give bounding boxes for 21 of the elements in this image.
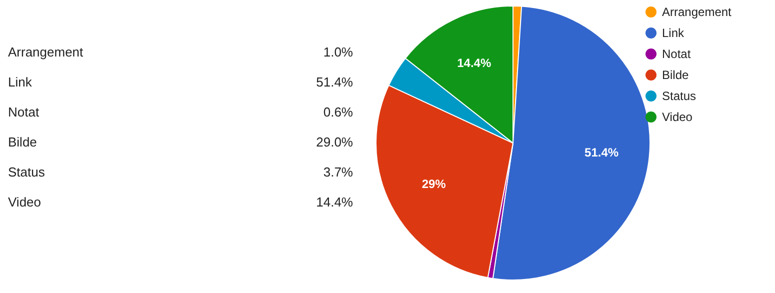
text: 1.0% [323,44,354,60]
category-label: Arrangement [8,44,84,60]
legend-label: Bilde [662,68,690,82]
category-label: Bilde [8,134,37,150]
category-label: Status [8,164,45,180]
text: 29.0% [316,134,354,150]
category-label: Video [8,194,42,210]
category-label: Link [8,74,32,90]
legend-label: Status [662,89,696,104]
text: 51.4% [316,74,354,90]
data-label: 51.4% [584,146,619,160]
legend-label: Arrangement [662,5,732,20]
text: 3.7% [323,164,354,180]
legend-label: Notat [662,47,692,62]
data-label: 14.4% [457,56,492,70]
category-label: Notat [8,104,40,120]
text: 14.4% [316,194,354,210]
data-label: 29% [422,176,446,191]
text: 0.6% [323,104,354,120]
legend-label: Video [662,110,693,124]
legend-label: Link [662,26,686,40]
